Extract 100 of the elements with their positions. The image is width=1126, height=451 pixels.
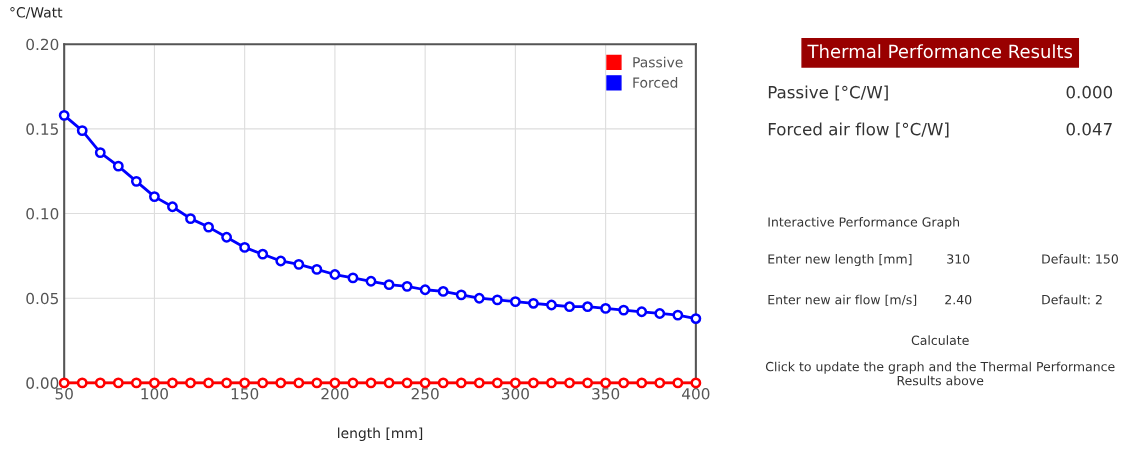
point [311, 264, 323, 275]
x-tick-label: 200 [321, 388, 349, 400]
point [636, 306, 648, 318]
point [509, 377, 521, 389]
x-tick-label: 50 [55, 388, 73, 400]
x-tick-label: 300 [501, 388, 529, 400]
point [618, 304, 630, 316]
point [564, 377, 575, 389]
point [546, 377, 557, 389]
point [546, 299, 557, 311]
x-tick-label: 150 [231, 388, 259, 400]
text: Passive [°C/W] [768, 85, 888, 101]
point [239, 242, 251, 253]
point [149, 377, 160, 389]
x-tick-label: 100 [141, 388, 168, 400]
point [437, 377, 449, 389]
point [203, 221, 214, 233]
text: Default: 2 [1042, 294, 1102, 305]
point [672, 377, 684, 389]
point [473, 377, 485, 389]
point [329, 377, 341, 389]
point [167, 201, 178, 213]
point [690, 313, 702, 324]
point [383, 279, 395, 291]
text: Click to update the graph and the Thermal Performance Results above [765, 361, 1115, 386]
point [112, 377, 124, 389]
point [293, 258, 305, 270]
point [419, 284, 431, 296]
text: 2.40 [945, 294, 972, 305]
point [130, 175, 142, 187]
point [275, 255, 287, 267]
point [130, 377, 142, 389]
point [654, 308, 666, 319]
point [473, 292, 485, 304]
point [221, 231, 233, 243]
point [528, 377, 539, 389]
point [112, 160, 124, 172]
point [437, 286, 449, 297]
point [618, 377, 630, 389]
text: Enter new air flow [m/s] [768, 294, 917, 306]
point [600, 377, 612, 389]
x-tick-label: 400 [682, 388, 710, 400]
text: Calculate [911, 335, 969, 346]
point [185, 377, 196, 389]
text: 0.000 [1066, 85, 1113, 99]
legend-label: Forced [633, 77, 678, 88]
x-tick-label: 250 [411, 388, 439, 400]
point [329, 269, 341, 280]
point [419, 377, 431, 389]
point [528, 297, 539, 309]
point [239, 377, 251, 389]
point [94, 377, 106, 389]
text: Forced air flow [°C/W] [768, 122, 949, 138]
point [582, 377, 593, 389]
point [455, 377, 467, 389]
y-tick-label: 0.05 [26, 292, 58, 305]
point [491, 294, 503, 306]
point [257, 248, 269, 260]
point [582, 301, 593, 313]
text: 0.047 [1066, 122, 1112, 136]
x-tick-label: 350 [592, 388, 620, 400]
point [58, 109, 70, 121]
point [401, 377, 413, 389]
y-tick-label: 0.00 [26, 377, 59, 389]
point [654, 377, 666, 389]
point [221, 377, 233, 389]
point [564, 301, 575, 313]
point [76, 377, 88, 389]
text: Enter new length [mm] [768, 254, 912, 267]
point [347, 377, 359, 389]
text: Default: 150 [1042, 254, 1118, 264]
point [257, 377, 269, 389]
point [185, 213, 196, 225]
legend-label: Passive [633, 56, 683, 68]
point [491, 377, 503, 389]
point [383, 377, 395, 389]
point [455, 289, 467, 301]
point [365, 377, 377, 389]
point [509, 296, 521, 308]
point [401, 280, 413, 292]
text: 310 [947, 254, 970, 264]
point [365, 275, 377, 287]
point [600, 302, 612, 314]
point [275, 377, 287, 389]
point [94, 147, 106, 158]
point [203, 377, 214, 389]
y-tick-label: 0.15 [26, 123, 58, 135]
x-axis-title: length [mm] [338, 427, 423, 441]
point [76, 125, 88, 136]
y-tick-label: 0.20 [26, 38, 59, 51]
point [149, 191, 160, 203]
point [672, 309, 684, 321]
y-axis-title: °C/Watt [10, 7, 63, 19]
y-tick-label: 0.10 [26, 208, 59, 220]
point [311, 377, 323, 389]
text: Thermal Performance Results [807, 44, 1073, 59]
point [347, 272, 359, 284]
point [690, 377, 702, 389]
point [293, 377, 305, 389]
text: Interactive Performance Graph [768, 217, 960, 230]
